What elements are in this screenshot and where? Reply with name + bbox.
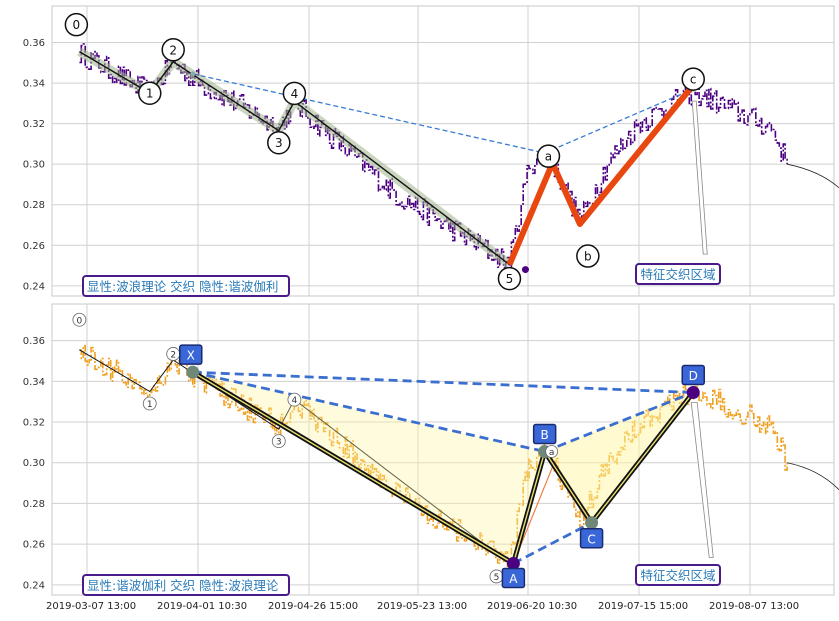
xabcd-label-box xyxy=(179,344,203,365)
wave-label-circle xyxy=(138,81,162,105)
xabcd-point-marker xyxy=(686,386,700,400)
xabcd-point-marker xyxy=(186,365,200,379)
wave-label-text: 4 xyxy=(291,87,299,101)
annotation-box xyxy=(82,574,290,596)
wave-label-text: 0 xyxy=(77,316,83,326)
xabcd-point-marker xyxy=(506,556,520,570)
wave-label-text: 2 xyxy=(170,350,176,360)
abc-label-circle xyxy=(545,445,559,458)
abc-label-text: c xyxy=(690,73,697,87)
wave-label-circle xyxy=(287,392,302,407)
abc-label-text: a xyxy=(545,150,552,164)
wave-label-text: 1 xyxy=(146,87,154,101)
xabcd-label-text: D xyxy=(689,369,698,383)
feature-arrow xyxy=(690,402,714,558)
wave-label-text: 5 xyxy=(506,272,514,286)
wave-label-circle xyxy=(72,312,87,327)
xabcd-label-text: C xyxy=(587,532,595,546)
wave-label-text: 2 xyxy=(169,43,177,57)
feature-label-text: 特征交织区域 xyxy=(640,568,715,583)
feature-label-text: 特征交织区域 xyxy=(640,267,715,282)
wave-label-text: 3 xyxy=(276,438,282,448)
feature-arrow xyxy=(691,100,708,255)
y-tick-label: 0.36 xyxy=(23,336,45,347)
wave-label-text: 5 xyxy=(494,573,500,583)
pivot-marker xyxy=(521,266,529,274)
pattern-dashed-line xyxy=(192,370,545,453)
wave-label-circle xyxy=(64,12,89,37)
xabcd-label-box xyxy=(501,567,526,589)
xabcd-label-text: A xyxy=(509,572,518,586)
y-tick-label: 0.32 xyxy=(23,418,45,429)
xabcd-label-box xyxy=(579,528,604,549)
x-tick-label: 2019-03-07 13:00 xyxy=(46,601,136,612)
panel-bottom: 0.24 0.26 0.28 0.30 0.32 0.34 0.36 0 1 2 3 4 5 a X A B C D… xyxy=(23,303,839,596)
pattern-dashed-line xyxy=(544,391,694,453)
xabcd-label-text: X xyxy=(187,349,195,363)
feature-label-box xyxy=(635,263,721,285)
xab-fill xyxy=(192,372,545,564)
wave-label-circle xyxy=(142,396,157,411)
y-tick-label: 0.24 xyxy=(23,281,45,292)
wave-label-circle xyxy=(161,38,185,62)
wave-label-text: 4 xyxy=(292,396,298,406)
price-series-line xyxy=(79,43,788,276)
xabcd-label-box xyxy=(532,423,557,445)
x-tick-label: 2019-04-01 10:30 xyxy=(157,601,247,612)
abc-label-circle xyxy=(681,67,705,91)
x-tick-label: 2019-05-23 13:00 xyxy=(377,601,467,612)
wave-label-text: 0 xyxy=(73,18,81,32)
y-tick-label: 0.28 xyxy=(23,200,45,211)
xabcd-point-marker xyxy=(585,516,599,530)
wave-label-text: 1 xyxy=(147,400,153,410)
bcd-fill xyxy=(544,392,694,523)
abc-label-circle xyxy=(576,244,600,268)
y-tick-label: 0.28 xyxy=(23,499,45,510)
annotation-box xyxy=(82,275,290,297)
xabcd-label-box xyxy=(681,364,705,386)
y-tick-label: 0.26 xyxy=(23,241,45,252)
abc-line xyxy=(506,83,696,266)
wave-label-circle xyxy=(271,434,286,449)
y-tick-label: 0.34 xyxy=(23,377,45,388)
pattern-dashed-line xyxy=(512,521,593,565)
abc-label-circle xyxy=(536,144,561,168)
wave-line xyxy=(79,50,510,266)
annotation-text: 显性:波浪理论 交织 隐性:谐波伽利 xyxy=(87,279,278,294)
wave-label-text: 3 xyxy=(275,136,283,150)
y-tick-label: 0.30 xyxy=(23,160,45,171)
panel-top: 0.24 0.26 0.28 0.30 0.32 0.34 0.36 0 1 2 3 4 5 a b c 显性:… xyxy=(23,5,839,297)
y-tick-label: 0.32 xyxy=(23,119,45,130)
x-tick-label: 2019-07-15 15:00 xyxy=(598,601,688,612)
wave-label-circle xyxy=(282,81,307,106)
y-tick-label: 0.30 xyxy=(23,458,45,469)
y-tick-label: 0.24 xyxy=(23,580,45,591)
wave-label-circle xyxy=(267,130,291,155)
xabcd-label-text: B xyxy=(541,428,549,442)
x-tick-label: 2019-08-07 13:00 xyxy=(709,601,799,612)
feature-label-box xyxy=(635,564,721,586)
projection-curve xyxy=(787,462,839,491)
x-axis: 2019-03-07 13:00 2019-04-01 10:30 2019-04-… xyxy=(46,601,799,612)
pattern-point xyxy=(190,71,196,77)
y-tick-label: 0.26 xyxy=(23,540,45,551)
wave-label-circle xyxy=(497,266,522,291)
y-tick-label: 0.36 xyxy=(23,38,45,49)
x-tick-label: 2019-04-26 15:00 xyxy=(268,601,358,612)
y-tick-label: 0.34 xyxy=(23,79,45,90)
abc-label-text: b xyxy=(584,250,592,264)
projection-curve xyxy=(787,163,839,189)
annotation-text: 显性:谐波伽利 交织 隐性:波浪理论 xyxy=(87,578,279,593)
abc-label-text: a xyxy=(549,448,555,458)
x-tick-label: 2019-06-20 10:30 xyxy=(487,601,577,612)
